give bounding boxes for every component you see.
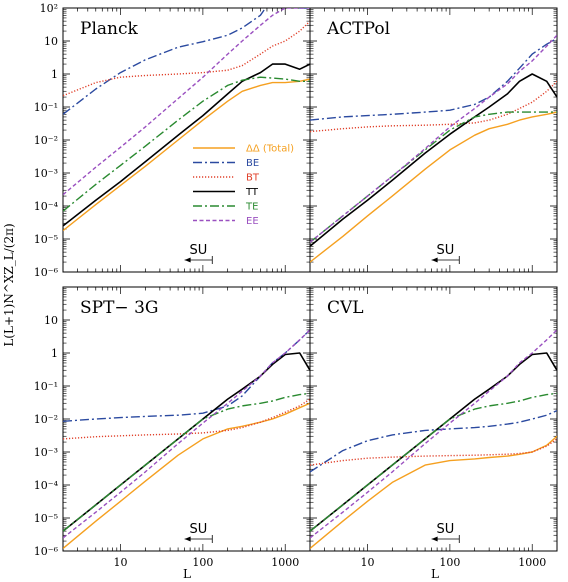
panel-title: ACTPol: [326, 19, 390, 39]
series-line-te: [310, 111, 557, 243]
y-tick-label: 1: [51, 347, 58, 360]
x-tick-label: 100: [192, 556, 213, 569]
series-line-be: [63, 329, 310, 422]
series-line-bt: [63, 20, 310, 97]
legend-label: EE: [246, 216, 259, 227]
series-line-te: [63, 76, 310, 212]
su-arrowhead: [184, 536, 191, 542]
series-line-tt: [63, 352, 310, 532]
series-line-ee: [310, 34, 557, 243]
panel-title: SPT− 3G: [80, 298, 158, 318]
su-arrowhead: [431, 257, 438, 263]
legend-label: ΔΔ (Total): [246, 144, 294, 155]
y-axis-title: L(L+1)N^XZ_L/(2π): [2, 223, 16, 346]
series-line-ee: [63, 8, 310, 196]
su-arrowhead: [184, 257, 191, 263]
x-axis-title-right: L: [431, 567, 439, 581]
y-tick-label: 10⁻⁶: [34, 266, 59, 279]
y-tick-label: 10: [44, 314, 58, 327]
series-line-tt: [310, 352, 557, 532]
su-label: SU: [437, 243, 455, 258]
series-line-total: [63, 402, 310, 549]
x-tick-label: 100: [439, 556, 460, 569]
panel-frame: [62, 7, 311, 273]
series-line-bt: [310, 438, 557, 466]
y-tick-label: 10: [44, 35, 58, 48]
series-line-total: [310, 111, 557, 263]
su-arrowhead: [431, 536, 438, 542]
y-tick-label: 10⁻²: [34, 134, 58, 147]
series-line-te: [63, 392, 310, 532]
series-line-be: [310, 409, 557, 473]
series-line-bt: [63, 398, 310, 440]
series-line-tt: [310, 73, 557, 247]
y-tick-label: 10⁻⁵: [34, 512, 58, 525]
y-tick-label: 10⁻⁵: [34, 233, 58, 246]
series-line-bt: [310, 80, 557, 133]
x-tick-label: 1000: [271, 556, 299, 569]
x-tick-label: 10: [114, 556, 128, 569]
legend: ΔΔ (Total) BE BT TT TE EE: [193, 144, 294, 227]
legend-label: TE: [245, 202, 258, 213]
y-tick-label: 10⁻³: [34, 167, 58, 180]
y-tick-label: 10⁻²: [34, 413, 58, 426]
panel-title: CVL: [327, 298, 364, 318]
su-label: SU: [437, 522, 455, 537]
y-tick-label: 10⁻¹: [34, 101, 58, 114]
legend-label: BT: [246, 173, 260, 184]
panel-1: 10⁻⁶ 10⁻⁵ 10⁻⁴ 10⁻³ 10⁻² 10⁻¹ 1 10 10² Planck SU ΔΔ…: [34, 2, 311, 279]
series-line-tt: [63, 63, 310, 227]
su-label: SU: [190, 522, 208, 537]
series-line-be: [63, 8, 310, 115]
x-tick-label: 1000: [518, 556, 546, 569]
panel-4: 10 100 1000 CVL SU: [309, 286, 558, 569]
x-tick-label: 10: [361, 556, 375, 569]
x-axis-title-left: L: [183, 567, 191, 581]
y-tick-label: 10⁻⁶: [34, 545, 59, 558]
y-tick-label: 10⁻¹: [34, 380, 58, 393]
legend-label: TT: [245, 187, 259, 198]
panel-2: ACTPol SU: [309, 7, 558, 273]
panel-frame: [309, 286, 558, 552]
legend-label: BE: [246, 158, 259, 169]
y-tick-label: 10⁻⁴: [34, 200, 59, 213]
series-line-total: [63, 78, 310, 232]
y-tick-label: 1: [51, 68, 58, 81]
y-tick-label: 10²: [40, 2, 58, 15]
y-tick-label: 10⁻⁴: [34, 479, 59, 492]
panel-title: Planck: [80, 19, 138, 39]
series-line-ee: [310, 329, 557, 539]
y-tick-label: 10⁻³: [34, 446, 58, 459]
series-line-te: [310, 392, 557, 532]
panel-3: 10⁻⁶ 10⁻⁵ 10⁻⁴ 10⁻³ 10⁻² 10⁻¹ 1 10 10 100 1000 SPT−…: [34, 286, 311, 569]
su-label: SU: [190, 243, 208, 258]
series-line-be: [310, 37, 557, 121]
series-line-ee: [63, 329, 310, 539]
